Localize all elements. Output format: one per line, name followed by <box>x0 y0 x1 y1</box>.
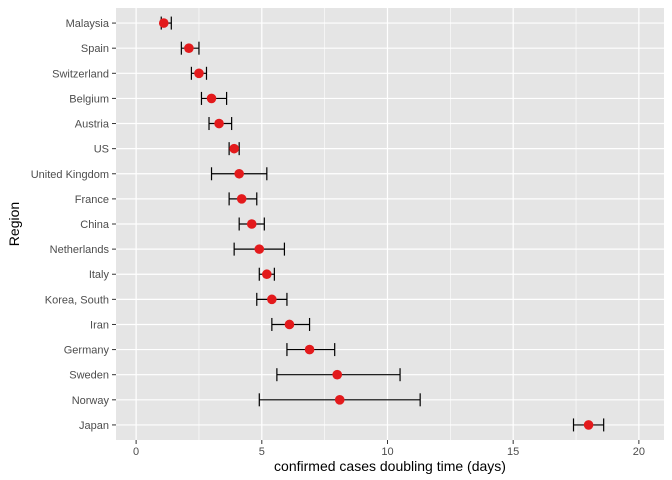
data-point <box>194 68 204 79</box>
y-tick-label: Switzerland <box>52 68 109 80</box>
y-tick-label: Malaysia <box>66 18 110 30</box>
y-tick-label: Austria <box>75 119 110 131</box>
data-point <box>334 395 345 405</box>
x-tick-label: 0 <box>133 446 139 458</box>
y-tick-label: Italy <box>89 269 110 281</box>
major-grid <box>116 8 664 440</box>
y-tick-label: China <box>80 219 110 231</box>
y-tick-label: Netherlands <box>50 244 110 256</box>
x-axis-title: confirmed cases doubling time (days) <box>274 458 506 474</box>
data-point <box>583 420 594 430</box>
y-tick-label: Korea, South <box>45 294 109 306</box>
data-point <box>184 43 194 53</box>
y-tick-label: Japan <box>79 420 109 432</box>
x-tick-label: 5 <box>259 446 265 458</box>
data-point <box>332 369 343 380</box>
y-tick-label: Norway <box>72 395 110 407</box>
y-tick-label: Belgium <box>69 93 109 105</box>
x-axis-ticks: 0 5 10 15 20 <box>133 440 645 458</box>
data-point <box>234 168 244 179</box>
data-point <box>267 294 277 305</box>
y-tick-label: France <box>75 194 109 206</box>
data-point <box>236 194 247 204</box>
y-tick-label: Spain <box>81 43 109 55</box>
data-point <box>304 344 315 355</box>
y-tick-label: Germany <box>64 345 110 357</box>
data-point <box>246 219 257 229</box>
x-tick-label: 10 <box>381 446 393 458</box>
data-point <box>158 18 169 28</box>
y-axis-ticks: Malaysia Spain Switzerland Belgium Austria US… <box>31 18 116 432</box>
data-points <box>158 18 594 430</box>
x-tick-label: 15 <box>507 446 519 458</box>
data-point <box>262 269 272 280</box>
y-tick-label: US <box>94 144 109 156</box>
data-point <box>229 143 239 154</box>
y-tick-label: Iran <box>90 319 109 331</box>
data-point <box>214 118 224 129</box>
data-point <box>254 244 265 254</box>
data-point <box>284 319 295 330</box>
x-tick-label: 20 <box>633 446 645 458</box>
y-tick-label: United Kingdom <box>31 169 109 181</box>
data-point <box>206 93 217 104</box>
y-axis-title: Region <box>6 202 22 246</box>
y-tick-label: Sweden <box>69 370 109 382</box>
